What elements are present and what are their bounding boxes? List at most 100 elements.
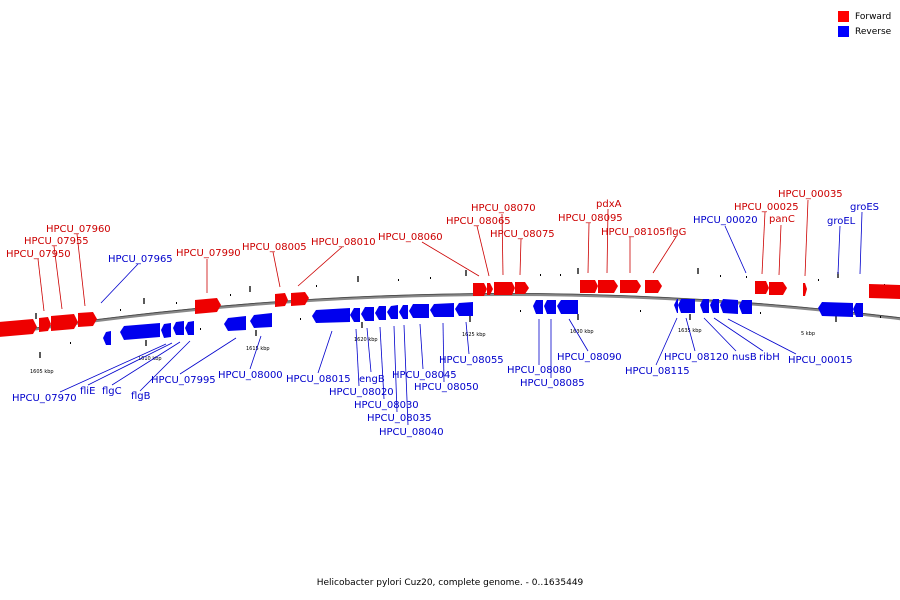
gene-label[interactable]: groEL: [827, 216, 856, 227]
gene-label[interactable]: HPCU_08085: [520, 378, 585, 389]
gene-label[interactable]: HPCU_08105: [601, 227, 666, 238]
gene-label[interactable]: HPCU_08055: [439, 355, 504, 366]
forward-gene[interactable]: [487, 283, 493, 295]
reverse-gene[interactable]: [674, 299, 678, 313]
gene-label[interactable]: HPCU_00020: [693, 215, 758, 226]
gene-label[interactable]: HPCU_08030: [354, 400, 419, 411]
gene-label[interactable]: HPCU_08005: [242, 242, 307, 253]
reverse-gene[interactable]: [387, 305, 398, 319]
reverse-gene[interactable]: [700, 299, 709, 313]
reverse-gene[interactable]: [720, 299, 738, 314]
gene-label[interactable]: panC: [769, 214, 795, 225]
tick-marks: [35, 268, 839, 358]
reverse-gene[interactable]: [120, 323, 160, 340]
forward-gene[interactable]: [473, 283, 487, 296]
gene-label[interactable]: HPCU_08060: [378, 232, 443, 243]
gene-label[interactable]: HPCU_08035: [367, 413, 432, 424]
reverse-gene[interactable]: [185, 321, 194, 335]
gene-label[interactable]: flgC: [102, 386, 122, 397]
forward-gene[interactable]: [78, 312, 97, 327]
gene-label[interactable]: HPCU_08080: [507, 365, 572, 376]
gene-label[interactable]: HPCU_07955: [24, 236, 89, 247]
gene-label[interactable]: nusB: [732, 352, 757, 363]
forward-gene[interactable]: [51, 314, 78, 331]
tick-label: 1620 kbp: [354, 337, 378, 343]
forward-gene[interactable]: [0, 319, 37, 337]
gene-label[interactable]: HPCU_00035: [778, 189, 843, 200]
gene-label[interactable]: HPCU_07965: [108, 254, 173, 265]
gene-label[interactable]: HPCU_08010: [311, 237, 376, 248]
gene-label[interactable]: HPCU_08090: [557, 352, 622, 363]
forward-gene[interactable]: [645, 280, 662, 293]
reverse-gene[interactable]: [678, 299, 695, 313]
forward-gene[interactable]: [515, 282, 529, 294]
gene-label[interactable]: ribH: [759, 352, 780, 363]
gene-label[interactable]: HPCU_08045: [392, 370, 457, 381]
reverse-gene[interactable]: [350, 308, 360, 322]
forward-gene[interactable]: [869, 284, 900, 299]
reverse-gene[interactable]: [544, 300, 556, 314]
gene-label[interactable]: flgG: [666, 227, 686, 238]
forward-gene[interactable]: [769, 282, 787, 295]
gene-label[interactable]: HPCU_08020: [329, 387, 394, 398]
reverse-gene[interactable]: [739, 300, 752, 314]
forward-gene[interactable]: [494, 282, 515, 295]
gene-label[interactable]: HPCU_07950: [6, 249, 71, 260]
reverse-gene[interactable]: [375, 306, 386, 320]
legend-label-reverse: Reverse: [855, 26, 892, 37]
gene-label[interactable]: flgB: [131, 391, 151, 402]
gene-label[interactable]: HPCU_07970: [12, 393, 77, 404]
reverse-gene[interactable]: [409, 304, 429, 318]
gene-label[interactable]: HPCU_08095: [558, 213, 623, 224]
gene-label[interactable]: pdxA: [596, 199, 622, 210]
forward-gene[interactable]: [755, 281, 769, 294]
forward-gene[interactable]: [39, 317, 51, 332]
minor-ticks: [18, 274, 885, 344]
legend-item-forward[interactable]: Forward: [838, 9, 891, 24]
gene-label[interactable]: HPCU_07995: [151, 375, 216, 386]
forward-gene[interactable]: [275, 293, 288, 307]
gene-label[interactable]: HPCU_08065: [446, 216, 511, 227]
tick-label: 1625 kbp: [462, 332, 486, 338]
gene-label[interactable]: groES: [850, 202, 879, 213]
forward-gene[interactable]: [598, 280, 618, 293]
gene-label[interactable]: HPCU_08040: [379, 427, 444, 438]
forward-gene[interactable]: [195, 298, 221, 314]
forward-gene[interactable]: [803, 283, 807, 296]
gene-label[interactable]: HPCU_08120: [664, 352, 729, 363]
reverse-gene[interactable]: [173, 321, 184, 335]
reverse-gene[interactable]: [557, 300, 578, 314]
legend-item-reverse[interactable]: Reverse: [838, 24, 891, 39]
gene-label[interactable]: engB: [359, 374, 385, 385]
forward-gene[interactable]: [291, 292, 309, 306]
gene-label[interactable]: HPCU_00015: [788, 355, 853, 366]
gene-label[interactable]: HPCU_08000: [218, 370, 283, 381]
reverse-gene[interactable]: [103, 331, 111, 345]
reverse-gene[interactable]: [312, 308, 350, 323]
genome-backbone-highlight: [0, 293, 900, 334]
reverse-gene[interactable]: [224, 316, 246, 331]
reverse-gene[interactable]: [853, 303, 863, 317]
gene-label[interactable]: HPCU_08075: [490, 229, 555, 240]
gene-label[interactable]: HPCU_08050: [414, 382, 479, 393]
forward-gene[interactable]: [620, 280, 641, 293]
gene-label[interactable]: HPCU_07990: [176, 248, 241, 259]
reverse-gene[interactable]: [250, 313, 272, 328]
reverse-gene[interactable]: [533, 300, 543, 314]
gene-label[interactable]: HPCU_00025: [734, 202, 799, 213]
gene-label[interactable]: HPCU_08115: [625, 366, 690, 377]
gene-label[interactable]: HPCU_08070: [471, 203, 536, 214]
gene-label[interactable]: HPCU_08015: [286, 374, 351, 385]
forward-gene[interactable]: [580, 280, 598, 293]
forward-swatch: [838, 11, 849, 22]
reverse-genes: [103, 299, 863, 345]
reverse-gene[interactable]: [818, 302, 853, 317]
reverse-gene[interactable]: [399, 305, 408, 319]
reverse-gene[interactable]: [455, 302, 473, 316]
reverse-gene[interactable]: [161, 323, 171, 338]
gene-label[interactable]: HPCU_07960: [46, 224, 111, 235]
gene-label[interactable]: fliE: [80, 386, 95, 397]
reverse-gene[interactable]: [710, 299, 719, 313]
reverse-gene[interactable]: [361, 307, 374, 321]
reverse-gene[interactable]: [430, 303, 454, 317]
